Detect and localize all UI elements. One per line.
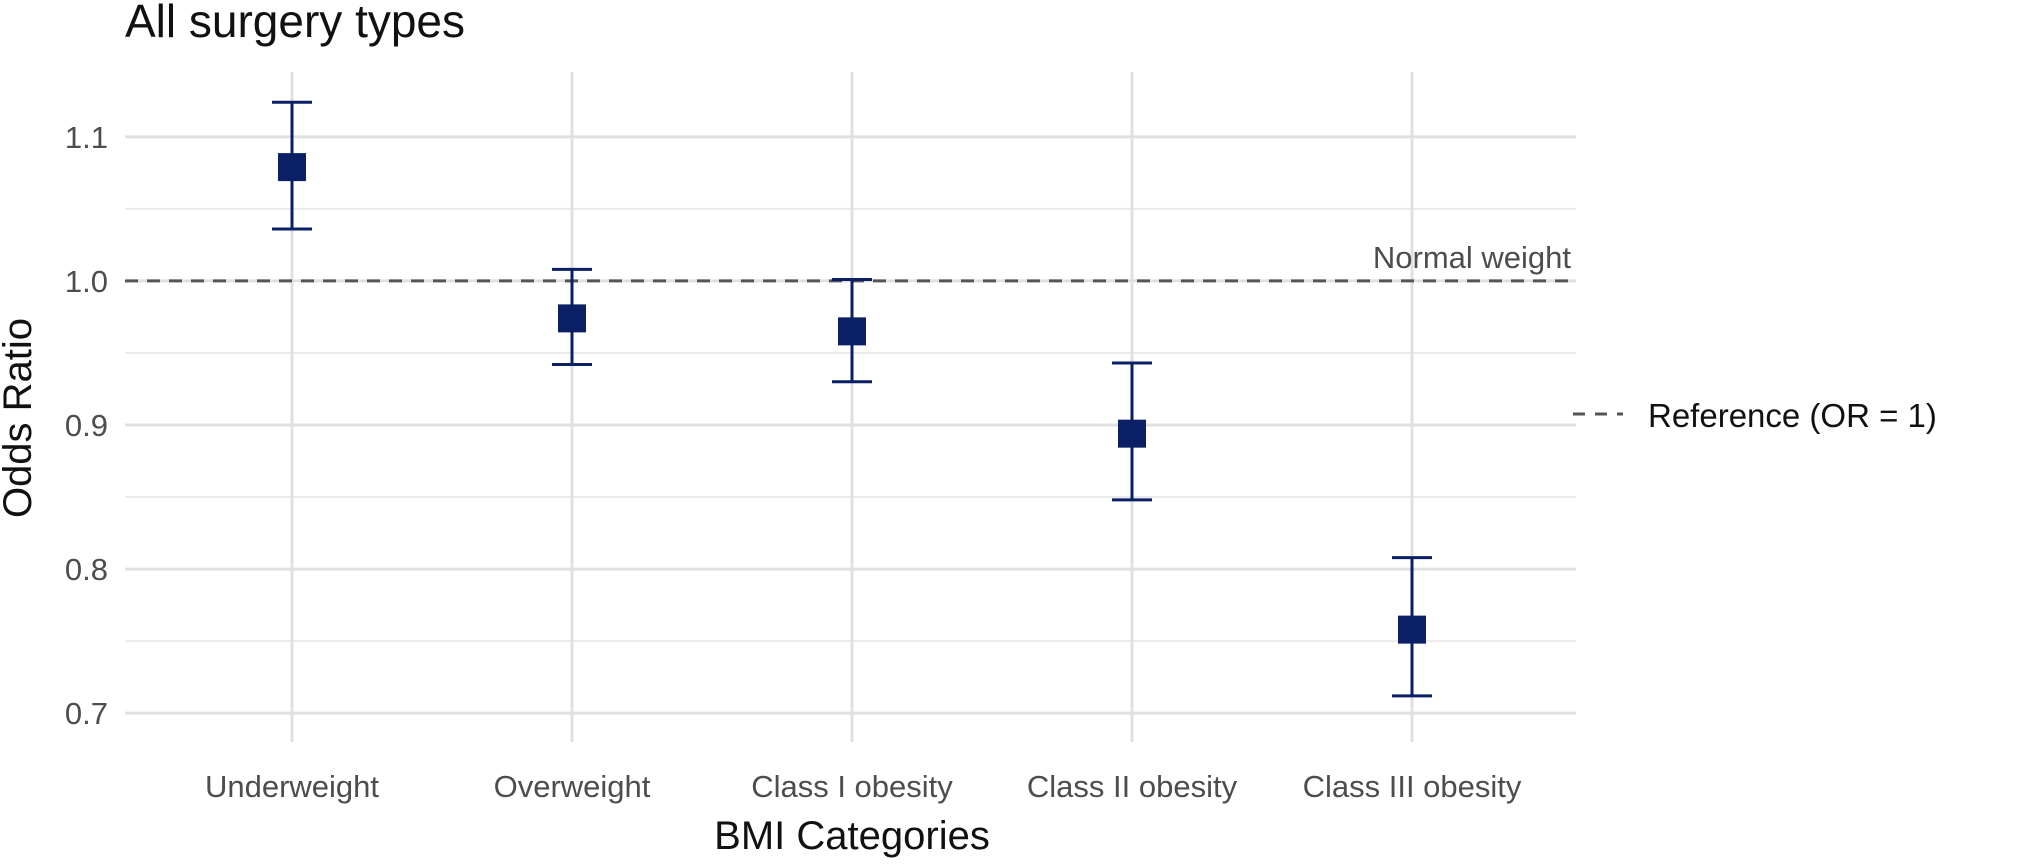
data-point-square (278, 153, 306, 182)
x-tick-label: Overweight (494, 769, 651, 804)
y-tick-label: 0.9 (65, 408, 108, 443)
reference-line-group: Normal weight (125, 240, 1576, 283)
y-tick-label: 0.7 (65, 696, 108, 731)
data-marks (272, 100, 1432, 698)
data-point-square (1118, 419, 1146, 448)
reference-annotation: Normal weight (1373, 240, 1572, 275)
x-tick-label: Class I obesity (751, 769, 953, 804)
legend-label: Reference (OR = 1) (1648, 397, 1937, 434)
x-axis-tick-labels: Underweight Overweight Class I obesity Clas… (205, 769, 1522, 804)
y-axis-label: Odds Ratio (0, 318, 40, 518)
data-point-square (558, 304, 586, 333)
data-point-square (1398, 615, 1426, 644)
y-tick-label: 1.0 (65, 264, 108, 299)
y-tick-label: 0.8 (65, 552, 108, 587)
x-tick-label: Underweight (205, 769, 379, 804)
data-point-square (838, 317, 866, 346)
y-tick-label: 1.1 (65, 120, 108, 155)
x-tick-label: Class III obesity (1303, 769, 1522, 804)
legend: Reference (OR = 1) (1573, 397, 1937, 434)
y-axis-tick-labels: 0.7 0.8 0.9 1.0 1.1 (65, 120, 108, 731)
chart-title: All surgery types (125, 0, 465, 47)
x-axis-label: BMI Categories (714, 814, 990, 858)
x-tick-label: Class II obesity (1027, 769, 1238, 804)
